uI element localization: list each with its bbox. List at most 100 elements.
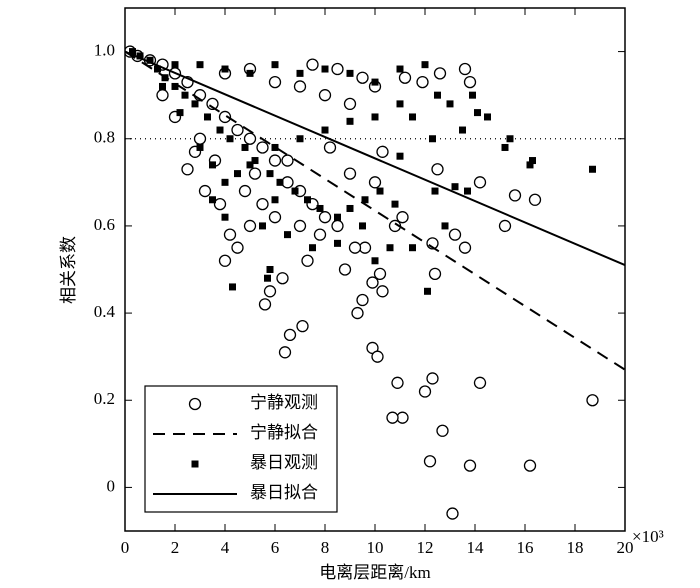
square-point: [136, 52, 144, 60]
circle-point: [356, 293, 369, 307]
circle-point: [263, 285, 277, 298]
square-point: [396, 100, 404, 108]
y-tick-label: 1.0: [94, 40, 115, 59]
circle-point: [281, 154, 294, 167]
circle-point: [213, 197, 227, 211]
circle-point: [436, 424, 449, 437]
legend-box: [144, 385, 338, 513]
circle-point: [396, 211, 409, 224]
y-tick-label: 0: [107, 476, 116, 495]
square-point: [309, 244, 316, 252]
square-point: [371, 113, 379, 121]
square-point: [589, 165, 596, 173]
circle-point: [296, 320, 309, 333]
circle-point: [331, 62, 344, 76]
square-point: [526, 161, 534, 169]
square-point: [316, 204, 324, 212]
circle-point: [586, 394, 599, 407]
square-point: [171, 82, 179, 90]
circle-point: [256, 197, 269, 211]
square-point: [434, 91, 441, 99]
square-point: [191, 100, 199, 108]
plot: [125, 45, 625, 520]
square-point: [321, 126, 329, 134]
x-tick-label: 20: [617, 538, 634, 557]
circle-point: [283, 328, 297, 342]
square-point: [246, 69, 254, 77]
square-point: [221, 213, 229, 221]
legend-label: 宁静拟合: [250, 423, 318, 442]
circle-point: [398, 71, 412, 84]
square-point: [226, 135, 234, 143]
legend-label: 宁静观测: [250, 393, 318, 412]
circle-point: [243, 219, 257, 233]
circle-point: [371, 350, 384, 363]
circle-point: [463, 75, 477, 89]
square-point: [196, 61, 204, 69]
circle-point: [458, 241, 472, 254]
square-point: [376, 187, 384, 195]
circle-point: [528, 193, 542, 206]
circle-point: [323, 141, 337, 154]
square-point: [396, 152, 404, 160]
circle-point: [391, 376, 404, 389]
circle-point: [343, 97, 357, 111]
circle-point: [386, 411, 399, 424]
square-point: [446, 100, 454, 108]
square-point: [371, 78, 379, 86]
circle-point: [331, 219, 344, 233]
square-point: [464, 187, 471, 195]
square-point: [251, 157, 259, 165]
square-point: [506, 135, 514, 143]
square-point: [154, 65, 161, 73]
circle-point: [193, 132, 207, 145]
x-axis-label: 电离层距离/km: [319, 563, 430, 582]
square-point: [191, 460, 199, 468]
x-tick-label: 14: [467, 538, 485, 557]
circle-point: [256, 141, 269, 154]
circle-point: [426, 372, 439, 385]
circle-point: [223, 228, 237, 241]
y-axis-label: 相关系数: [59, 236, 78, 304]
fit-line: [125, 50, 625, 267]
circle-point: [231, 241, 244, 254]
square-point: [216, 126, 224, 134]
circle-point: [348, 241, 362, 254]
circle-point: [156, 89, 169, 102]
square-point: [264, 274, 271, 282]
square-point: [321, 65, 329, 73]
circle-point: [463, 459, 477, 472]
square-point: [241, 143, 249, 151]
square-point: [296, 69, 304, 77]
square-point: [271, 196, 279, 204]
square-point: [271, 61, 279, 69]
circle-point: [416, 75, 429, 89]
circle-point: [301, 254, 314, 267]
square-point: [469, 91, 476, 99]
square-point: [429, 135, 436, 143]
circle-point: [306, 58, 319, 71]
circle-point: [231, 123, 244, 137]
square-point: [221, 65, 229, 73]
square-point: [221, 178, 229, 186]
circle-point: [268, 75, 282, 89]
circle-point: [356, 71, 369, 84]
square-point: [459, 126, 466, 134]
x-tick-label: 12: [417, 538, 434, 557]
square-point: [371, 257, 379, 265]
circle-point: [188, 397, 202, 411]
y-tick-label: 0.6: [94, 215, 115, 234]
circle-point: [368, 176, 382, 189]
square-point: [284, 231, 291, 239]
square-point: [181, 91, 189, 99]
square-point: [171, 61, 179, 69]
circle-point: [181, 163, 194, 176]
circle-point: [293, 80, 307, 93]
circle-point: [458, 62, 472, 76]
square-point: [501, 143, 509, 151]
circle-point: [248, 167, 262, 180]
square-point: [359, 222, 366, 230]
circle-point: [473, 376, 487, 389]
circle-point: [376, 145, 389, 158]
square-point: [421, 61, 429, 69]
